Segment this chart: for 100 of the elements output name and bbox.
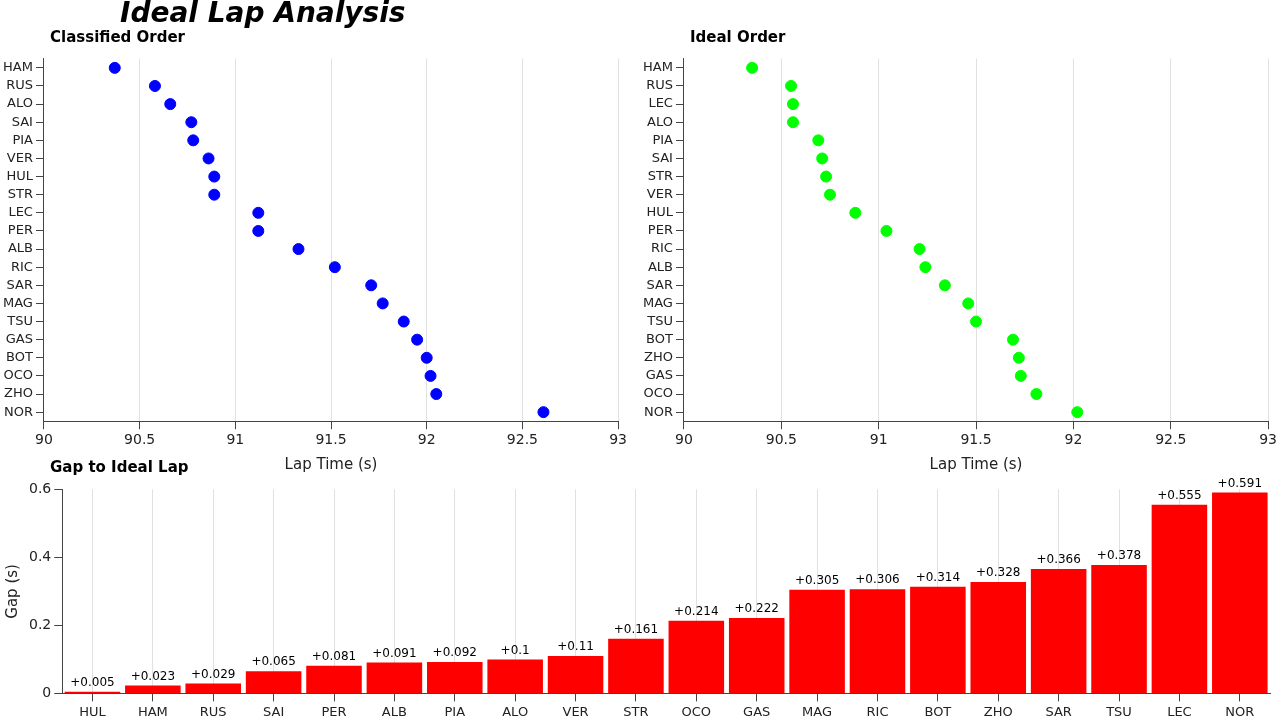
y-tick-label: TSU	[6, 312, 33, 328]
x-tick-label: 90	[675, 431, 693, 448]
x-tick-label: GAS	[743, 703, 771, 719]
point	[1014, 369, 1027, 382]
y-tick-label: BOT	[646, 331, 673, 347]
y-tick-label: GAS	[645, 367, 673, 383]
bar	[245, 671, 302, 693]
point	[208, 188, 221, 201]
bar	[608, 638, 664, 693]
y-tick-label: ALO	[7, 95, 33, 111]
y-tick-label: MAG	[642, 294, 673, 310]
bar	[910, 586, 966, 693]
point	[1012, 351, 1025, 364]
x-tick-label: 90	[35, 431, 53, 448]
x-tick-label: LEC	[1167, 703, 1192, 719]
data-label: +0.378	[1096, 548, 1142, 563]
point	[202, 152, 215, 165]
x-tick-label: 92	[1064, 431, 1083, 448]
y-tick-label: ZHO	[4, 385, 33, 401]
bar	[728, 617, 785, 693]
point	[820, 170, 833, 183]
y-tick-label: RUS	[6, 77, 33, 93]
chart-title: Ideal Order	[689, 28, 787, 48]
point	[411, 333, 424, 346]
point	[420, 351, 433, 364]
bar	[1151, 504, 1208, 693]
data-label: +0.081	[311, 648, 357, 663]
y-tick-label: GAS	[5, 331, 33, 347]
x-tick-label: ALO	[502, 703, 529, 719]
bar	[487, 659, 543, 693]
y-tick-label: VER	[6, 149, 33, 165]
data-label: +0.222	[734, 601, 779, 616]
data-label: +0.1	[500, 642, 530, 657]
point	[252, 206, 265, 219]
data-label: +0.091	[372, 645, 417, 660]
y-tick-label: STR	[647, 167, 673, 183]
point	[1007, 333, 1020, 346]
y-tick-label: 0.6	[29, 480, 52, 497]
y-tick-label: SAR	[646, 276, 673, 292]
x-tick-label: 90.5	[765, 431, 797, 448]
y-tick-label: LEC	[648, 95, 673, 111]
x-tick-label: SAR	[1045, 703, 1072, 719]
data-label: +0.065	[251, 654, 296, 669]
x-tick-label: RIC	[866, 703, 889, 719]
point	[537, 406, 550, 419]
point	[365, 279, 378, 292]
point	[786, 98, 799, 111]
y-tick-label: PIA	[12, 131, 34, 147]
y-tick-label: NOR	[3, 403, 33, 419]
point	[970, 315, 983, 328]
data-label: +0.366	[1036, 552, 1081, 567]
bar	[125, 685, 181, 693]
data-label: +0.591	[1217, 475, 1263, 490]
x-tick-label: 91	[869, 431, 888, 448]
y-tick-label: ZHO	[644, 349, 673, 365]
bar	[1030, 568, 1087, 693]
x-tick-label: 93	[1259, 431, 1278, 448]
point	[913, 243, 926, 256]
y-tick-label: TSU	[646, 312, 673, 328]
y-tick-label: HUL	[646, 204, 674, 220]
x-tick-label: STR	[623, 703, 649, 719]
x-tick-label: 92.5	[506, 431, 538, 448]
data-label: +0.305	[794, 572, 840, 587]
data-label: +0.214	[674, 603, 719, 618]
point	[185, 116, 198, 129]
x-tick-label: 91.5	[960, 431, 992, 448]
point	[849, 206, 862, 219]
y-tick-label: SAI	[11, 113, 33, 129]
point	[187, 134, 200, 147]
y-tick-label: OCO	[643, 385, 673, 401]
chart-title: Gap to Ideal Lap	[50, 458, 189, 476]
data-label: +0.092	[432, 645, 477, 660]
point	[962, 297, 975, 310]
point	[786, 116, 799, 129]
bar	[970, 581, 1027, 693]
y-tick-label: HAM	[643, 59, 673, 75]
y-tick-label: PER	[647, 222, 673, 238]
x-tick-label: 91.5	[315, 431, 347, 448]
data-label: +0.029	[191, 666, 236, 681]
point	[746, 61, 759, 74]
chart-subtitle: Classified Order	[49, 28, 186, 48]
bar	[789, 589, 845, 693]
point	[208, 170, 221, 183]
x-axis-title: Lap Time (s)	[284, 454, 378, 473]
x-tick-label: 93	[609, 431, 628, 448]
bar	[185, 683, 242, 693]
x-tick-label: VER	[562, 703, 589, 719]
y-tick-label: 0.2	[29, 616, 52, 633]
x-tick-label: MAG	[802, 703, 833, 719]
y-tick-label: NOR	[643, 403, 673, 419]
y-axis-title: Gap (s)	[2, 564, 21, 619]
y-tick-label: SAI	[651, 149, 673, 165]
data-label: +0.023	[130, 668, 176, 683]
point	[938, 279, 951, 292]
point	[376, 297, 389, 310]
point	[430, 388, 443, 401]
point	[148, 79, 161, 92]
x-tick-label: RUS	[199, 703, 227, 719]
point	[252, 224, 265, 237]
x-tick-label: 92	[417, 431, 436, 448]
